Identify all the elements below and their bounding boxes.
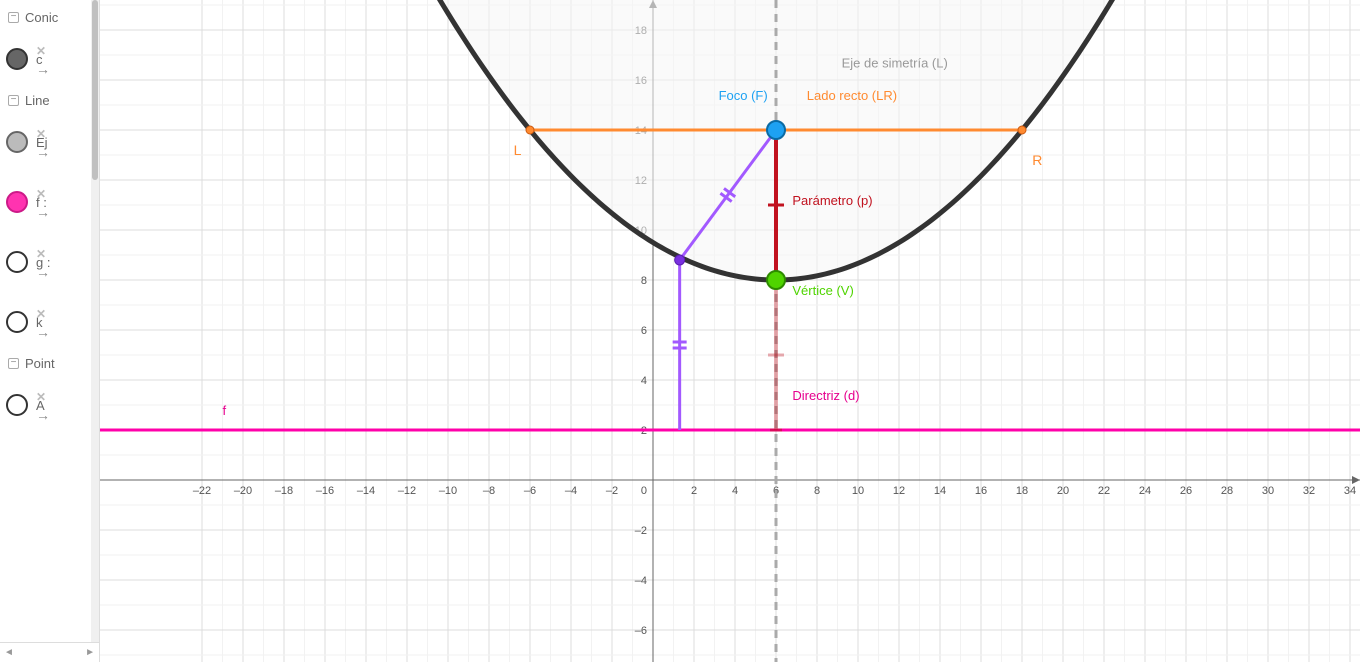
sidebar-section-header[interactable]: −Line [0, 89, 99, 112]
algebra-sidebar: −Conic✕c→−Line✕Ej→✕f :→✕g :→✕k→−Point✕A→… [0, 0, 100, 662]
arrow-right-icon: → [36, 61, 50, 77]
arrow-right-icon: → [36, 407, 50, 423]
purple-point[interactable] [675, 255, 685, 265]
sidebar-item[interactable]: ✕k→ [0, 292, 99, 352]
hide-icon[interactable]: ✕ [36, 247, 46, 261]
object-label: ✕c→ [36, 52, 93, 67]
object-label: ✕g :→ [36, 255, 93, 270]
vertex-point[interactable] [767, 271, 785, 289]
object-label: ✕Ej→ [36, 135, 93, 150]
x-tick-label: 2 [691, 485, 697, 497]
origin-label: 0 [641, 485, 647, 497]
section-label: Conic [25, 10, 58, 25]
latus-rectum-endpoint-R[interactable] [1018, 126, 1026, 134]
section-label: Line [25, 93, 50, 108]
y-tick-label: 6 [641, 325, 647, 337]
sidebar-item[interactable]: ✕c→ [0, 29, 99, 89]
sidebar-item[interactable]: ✕f :→ [0, 172, 99, 232]
x-tick-label: –4 [565, 485, 577, 497]
x-tick-label: 18 [1016, 485, 1028, 497]
hide-icon[interactable]: ✕ [36, 390, 46, 404]
sidebar-item[interactable]: ✕A→ [0, 375, 99, 435]
graphics-view[interactable]: –22–20–18–16–14–12–10–8–6–4–224681012141… [100, 0, 1360, 662]
sidebar-item[interactable]: ✕Ej→ [0, 112, 99, 172]
hide-icon[interactable]: ✕ [36, 307, 46, 321]
object-label: ✕k→ [36, 315, 93, 330]
sidebar-scroll-thumb[interactable] [92, 0, 98, 180]
object-swatch[interactable] [6, 48, 28, 70]
y-tick-label: –2 [635, 525, 647, 537]
collapse-icon[interactable]: − [8, 358, 19, 369]
sidebar-nav-right-icon[interactable]: ► [85, 647, 95, 658]
x-tick-label: 22 [1098, 485, 1110, 497]
object-swatch[interactable] [6, 394, 28, 416]
vertex-label: Vértice (V) [792, 283, 853, 298]
object-label: ✕A→ [36, 398, 93, 413]
arrow-right-icon: → [36, 144, 50, 160]
section-label: Point [25, 356, 55, 371]
x-axis-arrow-icon [1352, 476, 1360, 484]
sidebar-item[interactable]: ✕g :→ [0, 232, 99, 292]
sidebar-nav-left-icon[interactable]: ◄ [4, 647, 14, 658]
collapse-icon[interactable]: − [8, 12, 19, 23]
x-tick-label: –10 [439, 485, 457, 497]
arrow-right-icon: → [36, 324, 50, 340]
x-tick-label: 26 [1180, 485, 1192, 497]
x-tick-label: 24 [1139, 485, 1151, 497]
axis-of-symmetry-label: Eje de simetría (L) [842, 56, 948, 71]
x-tick-label: 12 [893, 485, 905, 497]
sidebar-section-header[interactable]: −Point [0, 352, 99, 375]
x-tick-label: 14 [934, 485, 946, 497]
x-tick-label: 8 [814, 485, 820, 497]
hide-icon[interactable]: ✕ [36, 187, 46, 201]
x-tick-label: 34 [1344, 485, 1356, 497]
object-swatch[interactable] [6, 311, 28, 333]
x-tick-label: –2 [606, 485, 618, 497]
x-tick-label: –20 [234, 485, 252, 497]
focus-point[interactable] [767, 121, 785, 139]
x-tick-label: –18 [275, 485, 293, 497]
x-tick-label: 10 [852, 485, 864, 497]
hide-icon[interactable]: ✕ [36, 127, 46, 141]
x-tick-label: 30 [1262, 485, 1274, 497]
graph-canvas[interactable]: –22–20–18–16–14–12–10–8–6–4–224681012141… [100, 0, 1360, 662]
x-tick-label: –12 [398, 485, 416, 497]
latus-rectum-endpoint-L[interactable] [526, 126, 534, 134]
y-tick-label: 4 [641, 375, 647, 387]
sidebar-section-header[interactable]: −Conic [0, 6, 99, 29]
collapse-icon[interactable]: − [8, 95, 19, 106]
directrix-label: Directriz (d) [792, 388, 859, 403]
latus-rectum-L-label: L [514, 142, 522, 158]
focus-label: Foco (F) [719, 88, 768, 103]
hide-icon[interactable]: ✕ [36, 44, 46, 58]
x-tick-label: –16 [316, 485, 334, 497]
sidebar-footer: ◄ ► [0, 642, 99, 662]
x-tick-label: 4 [732, 485, 738, 497]
x-tick-label: –8 [483, 485, 495, 497]
x-tick-label: 28 [1221, 485, 1233, 497]
y-tick-label: –4 [635, 575, 647, 587]
y-tick-label: –6 [635, 625, 647, 637]
object-label: ✕f :→ [36, 195, 93, 210]
x-tick-label: 20 [1057, 485, 1069, 497]
latus-rectum-R-label: R [1032, 152, 1042, 168]
x-tick-label: –22 [193, 485, 211, 497]
arrow-right-icon: → [36, 264, 50, 280]
object-swatch[interactable] [6, 191, 28, 213]
y-tick-label: 8 [641, 275, 647, 287]
directrix-f-label: f [223, 403, 227, 418]
arrow-right-icon: → [36, 204, 50, 220]
parameter-label: Parámetro (p) [792, 193, 872, 208]
latus-rectum-label: Lado recto (LR) [807, 88, 897, 103]
x-tick-label: 32 [1303, 485, 1315, 497]
object-swatch[interactable] [6, 251, 28, 273]
x-tick-label: –14 [357, 485, 375, 497]
object-swatch[interactable] [6, 131, 28, 153]
x-tick-label: –6 [524, 485, 536, 497]
x-tick-label: 16 [975, 485, 987, 497]
